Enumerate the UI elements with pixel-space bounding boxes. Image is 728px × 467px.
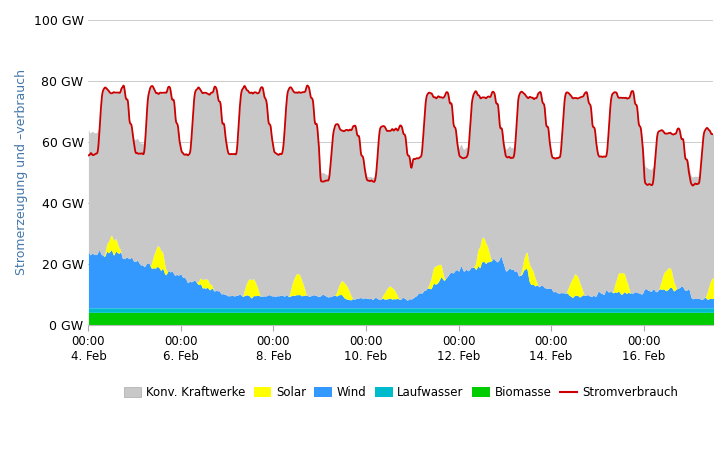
Y-axis label: Stromerzeugung und –verbrauch: Stromerzeugung und –verbrauch xyxy=(15,69,28,275)
Legend: Konv. Kraftwerke, Solar, Wind, Laufwasser, Biomasse, Stromverbrauch: Konv. Kraftwerke, Solar, Wind, Laufwasse… xyxy=(119,382,683,404)
